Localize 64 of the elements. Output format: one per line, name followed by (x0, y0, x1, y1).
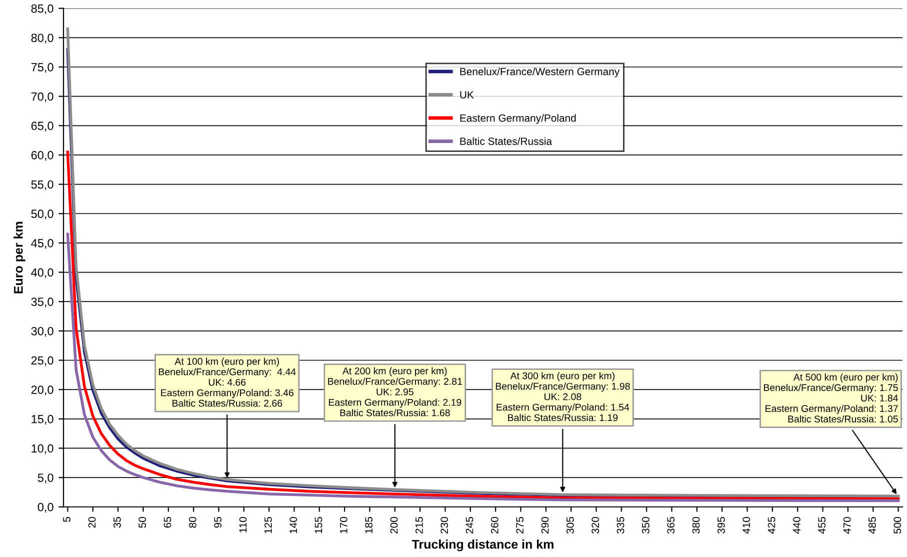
y-tick-label: 5,0 (38, 474, 54, 484)
x-tick-label: 65 (164, 517, 172, 528)
x-tick-label: 395 (718, 517, 725, 534)
y-tick-label: 35,0 (31, 298, 54, 308)
x-axis-title: Trucking distance in km (412, 540, 554, 552)
x-tick-label: 500 (894, 517, 902, 534)
x-tick-label: 350 (642, 517, 650, 534)
x-tick-label: 95 (214, 517, 222, 528)
x-tick-label: 440 (793, 517, 800, 534)
legend-label: Baltic States/Russia (460, 137, 552, 145)
x-tick-label: 80 (188, 517, 196, 528)
x-tick-label: 185 (365, 517, 373, 534)
x-tick-label: 470 (843, 517, 851, 534)
y-tick-label: 60,0 (31, 151, 54, 161)
y-tick-label: 0,0 (38, 502, 54, 513)
annotation: At 300 km (euro per km) Benelux/France/Germany: 1.98 UK: 2.08 Eastern Germany/Poland: 1.54 Baltic States/Russia: 1.19 (496, 372, 630, 422)
x-tick-label: 305 (566, 517, 574, 534)
x-tick-label: 155 (314, 517, 322, 534)
y-tick-label: 70,0 (31, 92, 54, 102)
y-tick-label: 85,0 (31, 4, 54, 14)
x-tick-label: 170 (340, 517, 348, 534)
y-tick-label: 80,0 (31, 34, 54, 44)
y-tick-label: 50,0 (31, 210, 54, 220)
x-tick-label: 380 (692, 517, 700, 534)
y-tick-label: 55,0 (31, 180, 54, 190)
x-tick-label: 290 (541, 517, 549, 534)
y-tick-label: 40,0 (31, 268, 54, 278)
y-tick-label: 15,0 (32, 414, 54, 425)
y-tick-label: 20,0 (31, 386, 54, 396)
x-tick-label: 365 (667, 517, 675, 534)
y-axis-title: Euro per km (14, 222, 26, 294)
line-series (66, 150, 900, 500)
x-tick-label: 260 (490, 517, 498, 534)
y-tick-label: 45,0 (31, 238, 54, 249)
x-tick-label: 410 (742, 517, 750, 534)
y-tick-label: 25,0 (31, 356, 54, 366)
y-tick-label: 10,0 (32, 444, 54, 454)
x-tick-label: 5 (63, 517, 70, 522)
legend-label: Eastern Germany/Poland (460, 114, 576, 124)
x-tick-label: 20 (88, 517, 96, 528)
annotation: At 100 km (euro per km) Benelux/France/Germany: 4.44 UK: 4.66 Eastern Germany/Poland: 3.46 Baltic States/Russia: 2.66 (158, 358, 296, 407)
x-tick-label: 320 (592, 517, 600, 534)
x-tick-label: 125 (264, 517, 272, 534)
y-tick-label: 65,0 (31, 122, 54, 132)
x-tick-label: 485 (868, 517, 876, 534)
annotation: At 500 km (euro per km) Benelux/France/Germany: 1.75 UK: 1.84 Eastern Germany/Poland: 1.37 Baltic States/Russia: 1.05 (764, 373, 898, 422)
legend-label: UK (460, 91, 474, 98)
x-tick-label: 455 (818, 517, 826, 534)
x-tick-label: 50 (138, 517, 146, 528)
legend-label: Benelux/France/Western Germany (460, 68, 620, 78)
x-tick-label: 140 (290, 517, 298, 534)
x-tick-label: 335 (616, 517, 624, 534)
line-series (66, 232, 900, 502)
annotation: At 200 km (euro per km) Benelux/France/Germany: 2.81 UK: 2.95 Eastern Germany/Poland: 2.19 Baltic States/Russia: 1.68 (328, 367, 462, 416)
x-tick-label: 35 (113, 517, 121, 528)
x-tick-label: 110 (239, 517, 247, 532)
x-tick-label: 200 (390, 517, 398, 534)
x-tick-label: 230 (440, 517, 448, 534)
x-tick-label: 245 (466, 517, 474, 534)
x-tick-label: 215 (415, 517, 423, 534)
x-tick-label: 425 (768, 517, 776, 534)
x-tick-label: 275 (516, 517, 524, 534)
y-tick-label: 75,0 (31, 63, 54, 73)
y-tick-label: 30,0 (31, 326, 54, 337)
